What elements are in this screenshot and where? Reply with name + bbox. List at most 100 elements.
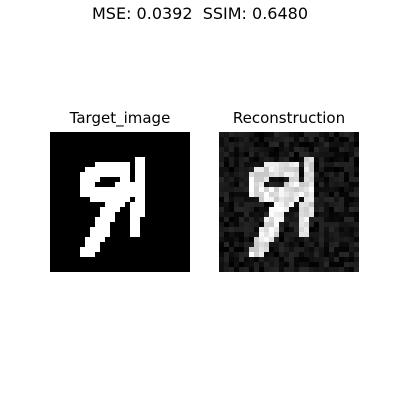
recon-pixel xyxy=(329,217,334,222)
recon-pixel xyxy=(259,152,264,157)
recon-pixel xyxy=(354,242,359,247)
recon-pixel xyxy=(299,207,304,212)
recon-pixel xyxy=(314,152,319,157)
target-pixel xyxy=(140,207,145,212)
target-pixel xyxy=(125,137,130,142)
target-pixel xyxy=(115,157,120,162)
target-pixel xyxy=(125,262,130,267)
target-pixel xyxy=(180,247,185,252)
recon-pixel xyxy=(254,267,259,272)
target-pixel xyxy=(170,257,175,262)
target-pixel xyxy=(110,262,115,267)
target-pixel xyxy=(180,182,185,187)
recon-pixel xyxy=(249,147,254,152)
target-pixel xyxy=(185,152,190,157)
target-pixel xyxy=(95,172,100,177)
recon-pixel xyxy=(259,202,264,207)
recon-pixel xyxy=(219,232,224,237)
target-pixel xyxy=(95,267,100,272)
recon-pixel xyxy=(244,217,249,222)
target-pixel xyxy=(95,192,100,197)
target-pixel xyxy=(125,157,130,162)
target-pixel xyxy=(170,232,175,237)
recon-pixel xyxy=(219,192,224,197)
target-pixel xyxy=(130,227,135,232)
recon-pixel xyxy=(349,157,354,162)
recon-pixel xyxy=(259,162,264,167)
target-pixel xyxy=(130,172,135,177)
target-pixel xyxy=(160,157,165,162)
recon-pixel xyxy=(324,217,329,222)
target-pixel xyxy=(70,147,75,152)
recon-pixel xyxy=(279,257,284,262)
target-pixel xyxy=(120,137,125,142)
recon-pixel xyxy=(324,157,329,162)
target-pixel xyxy=(90,152,95,157)
target-pixel xyxy=(105,252,110,257)
target-pixel xyxy=(125,242,130,247)
target-pixel xyxy=(170,202,175,207)
target-pixel xyxy=(125,207,130,212)
target-pixel xyxy=(90,237,95,242)
recon-pixel xyxy=(339,202,344,207)
recon-pixel xyxy=(294,227,299,232)
recon-pixel xyxy=(289,182,294,187)
target-pixel xyxy=(135,192,140,197)
target-pixel xyxy=(175,177,180,182)
recon-pixel xyxy=(279,222,284,227)
target-pixel xyxy=(110,167,115,172)
recon-pixel xyxy=(309,212,314,217)
target-pixel xyxy=(185,197,190,202)
recon-pixel xyxy=(354,172,359,177)
target-pixel xyxy=(185,162,190,167)
recon-pixel xyxy=(354,182,359,187)
target-pixel xyxy=(65,177,70,182)
target-pixel xyxy=(55,222,60,227)
recon-pixel xyxy=(279,242,284,247)
recon-pixel xyxy=(329,147,334,152)
target-pixel xyxy=(115,162,120,167)
target-pixel xyxy=(155,167,160,172)
target-pixel xyxy=(100,177,105,182)
target-pixel xyxy=(95,207,100,212)
target-pixel xyxy=(170,267,175,272)
recon-pixel xyxy=(274,222,279,227)
target-pixel xyxy=(100,257,105,262)
recon-pixel xyxy=(299,232,304,237)
target-pixel xyxy=(115,197,120,202)
recon-pixel xyxy=(229,202,234,207)
target-pixel xyxy=(160,217,165,222)
recon-pixel xyxy=(219,162,224,167)
recon-pixel xyxy=(224,177,229,182)
recon-pixel xyxy=(224,157,229,162)
recon-pixel xyxy=(274,242,279,247)
target-pixel xyxy=(110,162,115,167)
target-pixel xyxy=(135,217,140,222)
target-pixel xyxy=(55,197,60,202)
recon-pixel xyxy=(339,222,344,227)
recon-pixel xyxy=(304,212,309,217)
recon-pixel xyxy=(264,132,269,137)
target-pixel xyxy=(85,162,90,167)
target-pixel xyxy=(170,167,175,172)
target-pixel xyxy=(150,257,155,262)
target-pixel xyxy=(95,137,100,142)
recon-pixel xyxy=(234,267,239,272)
recon-pixel xyxy=(244,177,249,182)
target-pixel xyxy=(145,182,150,187)
recon-pixel xyxy=(269,222,274,227)
target-pixel xyxy=(135,212,140,217)
target-pixel xyxy=(130,257,135,262)
target-pixel xyxy=(110,267,115,272)
recon-pixel xyxy=(284,142,289,147)
target-pixel xyxy=(90,177,95,182)
target-pixel xyxy=(185,167,190,172)
recon-pixel xyxy=(249,197,254,202)
recon-pixel xyxy=(334,207,339,212)
target-pixel xyxy=(185,247,190,252)
recon-pixel xyxy=(259,132,264,137)
recon-pixel xyxy=(324,182,329,187)
target-pixel xyxy=(180,232,185,237)
recon-pixel xyxy=(329,252,334,257)
recon-pixel xyxy=(229,227,234,232)
